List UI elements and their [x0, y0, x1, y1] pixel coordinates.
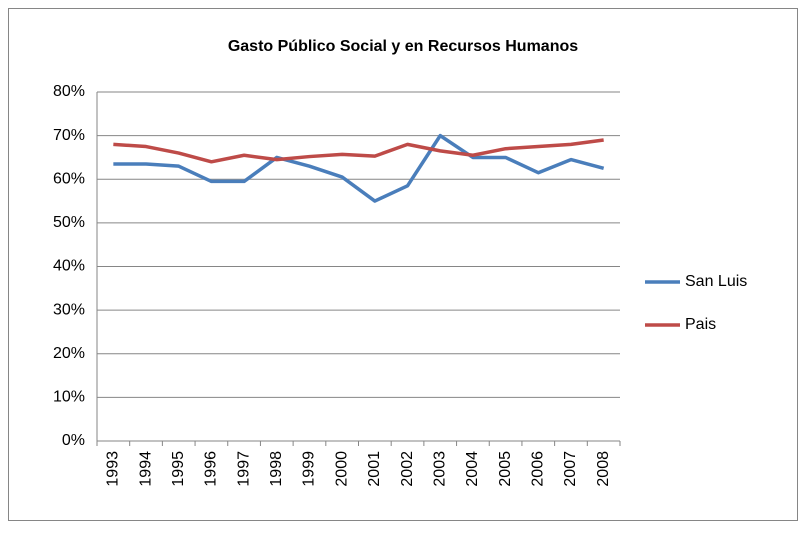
x-tick-label: 2000	[333, 451, 350, 487]
y-tick-label: 0%	[62, 432, 85, 449]
x-tick-label: 1994	[137, 451, 154, 487]
x-tick-label: 1995	[170, 451, 187, 487]
legend-label: San Luis	[685, 273, 747, 290]
x-tick-label: 2007	[562, 451, 579, 487]
chart-title: Gasto Público Social y en Recursos Human…	[228, 38, 578, 55]
x-tick-label: 1997	[235, 451, 252, 487]
legend-label: Pais	[685, 316, 716, 333]
y-tick-label: 40%	[53, 258, 85, 275]
y-tick-label: 80%	[53, 83, 85, 100]
x-tick-label: 2001	[366, 451, 383, 487]
y-tick-label: 30%	[53, 301, 85, 318]
line-series	[113, 138, 604, 164]
x-tick-label: 1993	[105, 451, 122, 487]
x-tick-label: 1999	[301, 451, 318, 487]
y-tick-label: 10%	[53, 389, 85, 406]
y-tick-label: 60%	[53, 170, 85, 187]
x-tick-label: 2005	[497, 451, 514, 487]
x-tick-label: 1998	[268, 451, 285, 487]
x-tick-label: 2008	[595, 451, 612, 487]
y-tick-label: 70%	[53, 127, 85, 144]
chart-frame	[8, 8, 798, 521]
line-series	[113, 133, 605, 203]
x-tick-label: 1996	[203, 451, 220, 487]
y-tick-label: 50%	[53, 214, 85, 231]
x-tick-label: 2002	[399, 451, 416, 487]
x-tick-label: 2004	[464, 451, 481, 487]
x-tick-label: 2006	[530, 451, 547, 487]
y-tick-label: 20%	[53, 345, 85, 362]
x-tick-label: 2003	[431, 451, 448, 487]
